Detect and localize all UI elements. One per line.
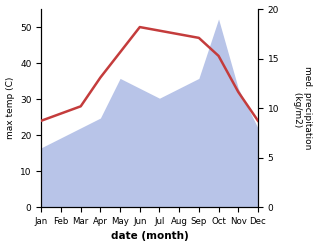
Y-axis label: med. precipitation
 (kg/m2): med. precipitation (kg/m2) [293, 66, 313, 150]
X-axis label: date (month): date (month) [111, 231, 189, 242]
Y-axis label: max temp (C): max temp (C) [5, 77, 15, 139]
